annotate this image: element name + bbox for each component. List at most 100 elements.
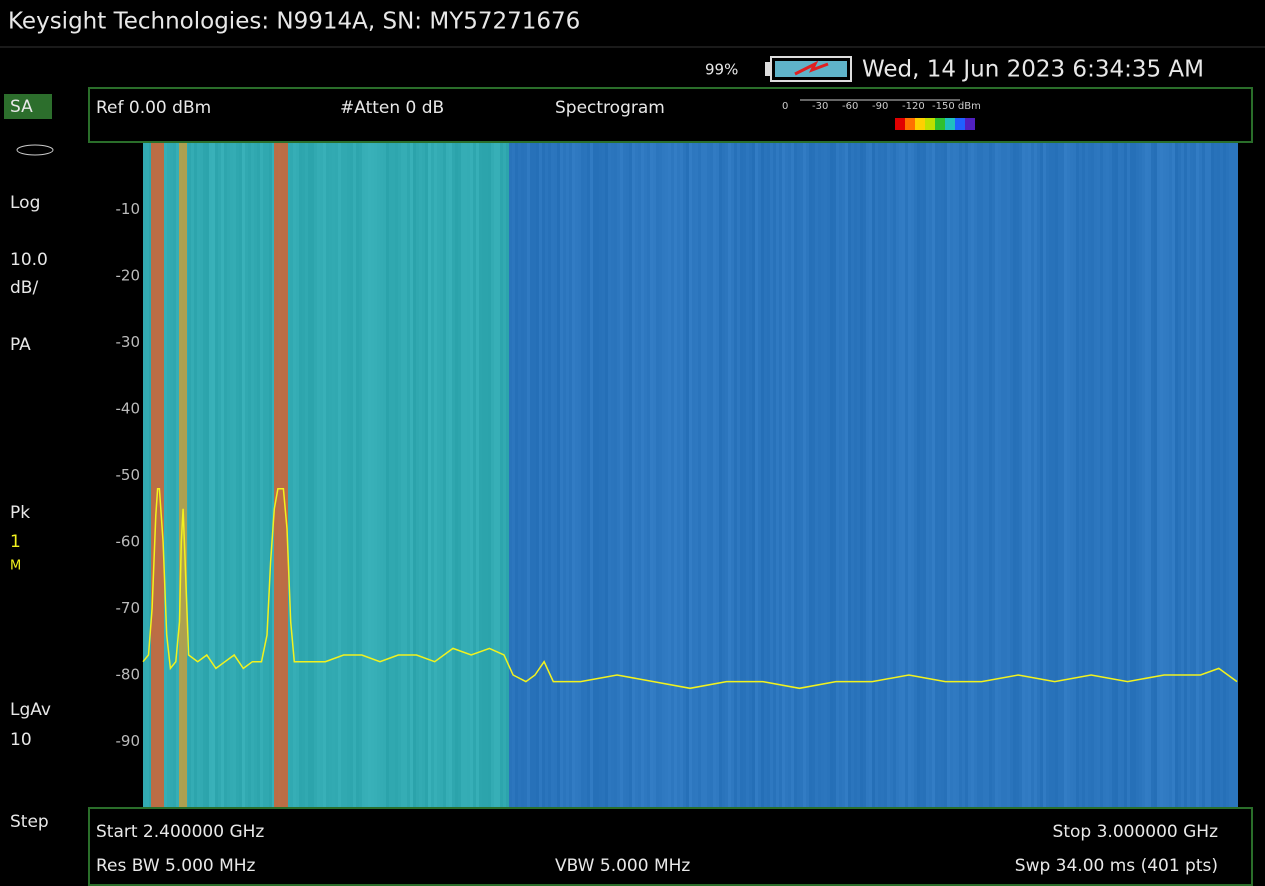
plot-area: -10 -20 -30 -40 -50 -60 -70 -80 -90 <box>116 143 1238 808</box>
spectrogram-column <box>245 143 248 808</box>
spectrogram-column <box>752 143 755 808</box>
spectrogram-column <box>977 143 980 808</box>
spectrogram-column <box>530 143 533 808</box>
spectrogram-column <box>302 143 305 808</box>
spectrogram-column <box>734 143 737 808</box>
spectrogram-column <box>809 143 812 808</box>
spectrogram-column <box>653 143 656 808</box>
spectrogram-column <box>440 143 443 808</box>
spectrogram-column <box>149 143 152 808</box>
sweep-time[interactable]: Swp 34.00 ms (401 pts) <box>1015 856 1218 876</box>
spectrogram-column <box>659 143 662 808</box>
scale-value[interactable]: 10.0 <box>10 250 48 270</box>
spectrogram-column <box>683 143 686 808</box>
spectrogram-column <box>482 143 485 808</box>
color-swatch <box>935 118 945 130</box>
spectrogram-column <box>644 143 647 808</box>
spectrogram-column <box>1217 143 1220 808</box>
y-tick-label: -30 <box>116 333 141 351</box>
spectrogram-column <box>1025 143 1028 808</box>
spectrogram-column <box>164 143 167 808</box>
spectrogram-column <box>698 143 701 808</box>
spectrogram-column <box>380 143 383 808</box>
color-scale-label: -120 <box>902 101 925 112</box>
spectrogram-column <box>920 143 923 808</box>
spectrogram-column <box>335 143 338 808</box>
spectrogram-column <box>938 143 941 808</box>
spectrogram-column <box>344 143 347 808</box>
spectrogram-column <box>251 143 254 808</box>
stop-freq[interactable]: Stop 3.000000 GHz <box>1053 822 1219 842</box>
spectrogram-column <box>590 143 593 808</box>
spectrogram-column <box>524 143 527 808</box>
average[interactable]: LgAv <box>10 700 51 720</box>
spectrogram-column <box>1055 143 1058 808</box>
spectrogram-column <box>1052 143 1055 808</box>
spectrogram-column <box>851 143 854 808</box>
spectrogram-column <box>983 143 986 808</box>
spectrogram-column <box>1097 143 1100 808</box>
spectrogram-column <box>287 143 290 808</box>
spectrogram-column <box>1061 143 1064 808</box>
color-scale-label: 0 <box>782 101 788 112</box>
spectrogram-column <box>299 143 302 808</box>
spectrogram-signal <box>151 143 164 808</box>
spectrogram-column <box>761 143 764 808</box>
spectrogram-column <box>497 143 500 808</box>
spectrogram-column <box>785 143 788 808</box>
start-freq[interactable]: Start 2.400000 GHz <box>96 822 264 842</box>
attenuation[interactable]: #Atten 0 dB <box>340 98 444 118</box>
spectrogram-column <box>806 143 809 808</box>
spectrogram-column <box>1190 143 1193 808</box>
spectrogram-column <box>587 143 590 808</box>
spectrogram-column <box>467 143 470 808</box>
trace-number[interactable]: 1 <box>10 532 21 552</box>
spectrogram-column <box>1022 143 1025 808</box>
y-tick-label: -90 <box>116 732 141 750</box>
spectrogram-column <box>665 143 668 808</box>
res-bw[interactable]: Res BW 5.000 MHz <box>96 856 256 876</box>
spectrogram-column <box>554 143 557 808</box>
spectrogram-column <box>965 143 968 808</box>
step[interactable]: Step <box>10 812 49 832</box>
spectrogram-column <box>1172 143 1175 808</box>
detector[interactable]: Pk <box>10 503 30 523</box>
spectrogram-column <box>353 143 356 808</box>
spectrogram-column <box>866 143 869 808</box>
spectrogram-column <box>194 143 197 808</box>
mode[interactable]: SA <box>10 97 33 117</box>
spectrogram-column <box>1157 143 1160 808</box>
spectrogram-column <box>1154 143 1157 808</box>
spectrogram-column <box>923 143 926 808</box>
spectrogram-column <box>341 143 344 808</box>
view-mode[interactable]: Spectrogram <box>555 98 665 118</box>
y-tick-label: -70 <box>116 599 141 617</box>
spectrogram-column <box>494 143 497 808</box>
spectrogram-column <box>548 143 551 808</box>
ref-level[interactable]: Ref 0.00 dBm <box>96 98 211 118</box>
spectrogram-column <box>836 143 839 808</box>
spectrogram-column <box>824 143 827 808</box>
spectrogram-column <box>503 143 506 808</box>
scale-type[interactable]: Log <box>10 193 40 213</box>
spectrogram-column <box>1007 143 1010 808</box>
spectrogram-column <box>230 143 233 808</box>
spectrogram-column <box>263 143 266 808</box>
spectrogram-column <box>332 143 335 808</box>
preamp[interactable]: PA <box>10 335 31 355</box>
average-count: 10 <box>10 730 32 750</box>
spectrogram-column <box>329 143 332 808</box>
trace <box>142 488 1238 690</box>
spectrogram-column <box>1178 143 1181 808</box>
spectrogram-column <box>605 143 608 808</box>
spectrogram-column <box>1169 143 1172 808</box>
spectrogram-column <box>608 143 611 808</box>
spectrogram-column <box>260 143 263 808</box>
spectrogram-column <box>392 143 395 808</box>
spectrogram-column <box>1010 143 1013 808</box>
spectrogram-column <box>668 143 671 808</box>
spectrogram-column <box>1016 143 1019 808</box>
spectrogram-column <box>689 143 692 808</box>
spectrogram-column <box>641 143 644 808</box>
video-bw[interactable]: VBW 5.000 MHz <box>555 856 690 876</box>
